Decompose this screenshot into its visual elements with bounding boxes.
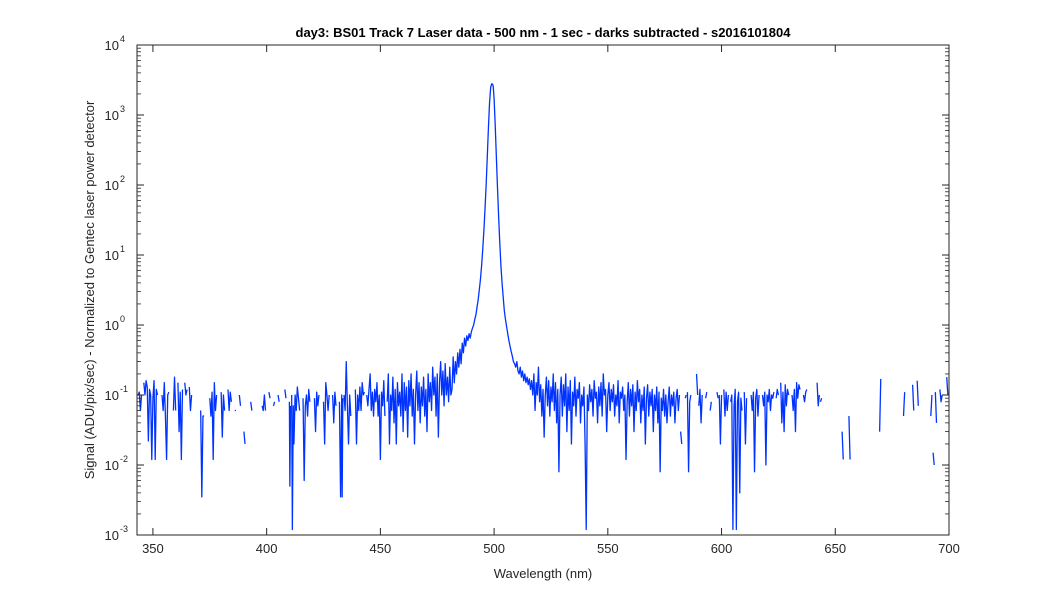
x-tick-label: 350: [142, 541, 164, 556]
series-line-segment: [902, 392, 906, 417]
series-line-segment: [723, 389, 730, 417]
x-tick-label: 600: [711, 541, 733, 556]
series-line-segment: [686, 392, 692, 473]
series-line-segment: [177, 382, 184, 461]
series-line-segment: [802, 389, 808, 403]
y-tick-exponent: -2: [120, 454, 128, 464]
y-tick-exponent: -3: [120, 524, 128, 534]
series-line-segment: [302, 388, 311, 482]
plot-area: [137, 45, 949, 535]
series-line-segment: [946, 377, 949, 396]
series-line-segment: [354, 382, 366, 445]
series-line-segment: [200, 410, 205, 498]
series-line-segment: [288, 401, 292, 487]
series-line-segment: [227, 389, 233, 412]
y-tick-label: 10: [105, 458, 119, 473]
series-line-segment: [730, 388, 743, 531]
x-tick-label: 550: [597, 541, 619, 556]
series-line-segment: [718, 394, 723, 445]
series-line-segment: [916, 380, 919, 406]
series-line-segment: [243, 431, 246, 444]
series-line-segment: [184, 382, 188, 396]
x-tick-label: 450: [370, 541, 392, 556]
series-line-segment: [268, 391, 271, 399]
series-line-segment: [322, 382, 330, 445]
series-line-segment: [816, 382, 820, 407]
series-line-segment: [161, 382, 170, 461]
series-line-segment: [277, 394, 280, 402]
series-line-segment: [761, 388, 775, 466]
series-line-segment: [238, 394, 242, 406]
series-line-segment: [684, 394, 687, 399]
series-line-segment: [313, 391, 320, 433]
y-tick-exponent: 4: [120, 34, 125, 44]
series-line-segment: [172, 376, 177, 411]
series-line-segment: [220, 392, 226, 438]
series-line-segment: [930, 394, 933, 417]
series-line-segment: [261, 394, 267, 412]
x-tick-label: 650: [824, 541, 846, 556]
y-tick-exponent: 1: [120, 244, 125, 254]
series-line-segment: [939, 389, 943, 403]
series-line-segment: [143, 380, 159, 461]
plot-frame: [136, 44, 950, 536]
y-tick-label: 10: [105, 318, 119, 333]
y-tick-exponent: -1: [120, 384, 128, 394]
y-tick-exponent: 2: [120, 174, 125, 184]
series-line-segment: [291, 386, 301, 531]
series-line-segment: [366, 373, 386, 461]
y-tick-label: 10: [105, 38, 119, 53]
series-line-segment: [878, 378, 882, 432]
series-line-segment: [932, 452, 935, 466]
series-line-segment: [791, 382, 801, 433]
y-tick-label: 10: [105, 388, 119, 403]
series-line-segment: [819, 398, 823, 402]
series-line-segment: [386, 83, 681, 531]
y-tick-label: 10: [105, 178, 119, 193]
series-line-segment: [343, 360, 352, 445]
x-tick-label: 700: [938, 541, 960, 556]
series-line-segment: [911, 384, 915, 411]
series-line-segment: [698, 388, 703, 424]
series-line-segment: [250, 401, 253, 411]
series-line-segment: [188, 386, 193, 412]
series-line-segment: [209, 382, 218, 461]
x-tick-label: 500: [483, 541, 505, 556]
series-line-segment: [775, 388, 780, 399]
series-line-segment: [704, 391, 708, 399]
y-tick-label: 10: [105, 108, 119, 123]
y-tick-label: 10: [105, 248, 119, 263]
series-line-segment: [750, 388, 760, 473]
series-layer: [137, 83, 949, 531]
series-line-segment: [679, 431, 683, 444]
y-tick-exponent: 0: [120, 314, 125, 324]
series-line-segment: [137, 391, 143, 412]
series-line-segment: [848, 416, 851, 460]
y-axis-label: Signal (ADU/pix/sec) - Normalized to Gen…: [82, 100, 97, 479]
series-line-segment: [841, 431, 844, 460]
series-line-segment: [780, 382, 790, 433]
series-line-segment: [743, 392, 748, 445]
x-tick-label: 400: [256, 541, 278, 556]
series-line-segment: [284, 389, 287, 399]
series-line-segment: [338, 394, 344, 498]
y-tick-label: 10: [105, 528, 119, 543]
series-line-segment: [934, 392, 938, 423]
y-tick-exponent: 3: [120, 104, 125, 114]
x-axis-label: Wavelength (nm): [494, 566, 593, 581]
series-line-segment: [695, 373, 699, 396]
chart-title: day3: BS01 Track 7 Laser data - 500 nm -…: [296, 25, 792, 40]
series-line-segment: [709, 401, 712, 411]
series-line-segment: [331, 391, 337, 424]
series-line-segment: [716, 391, 719, 399]
series-line-segment: [272, 401, 276, 407]
